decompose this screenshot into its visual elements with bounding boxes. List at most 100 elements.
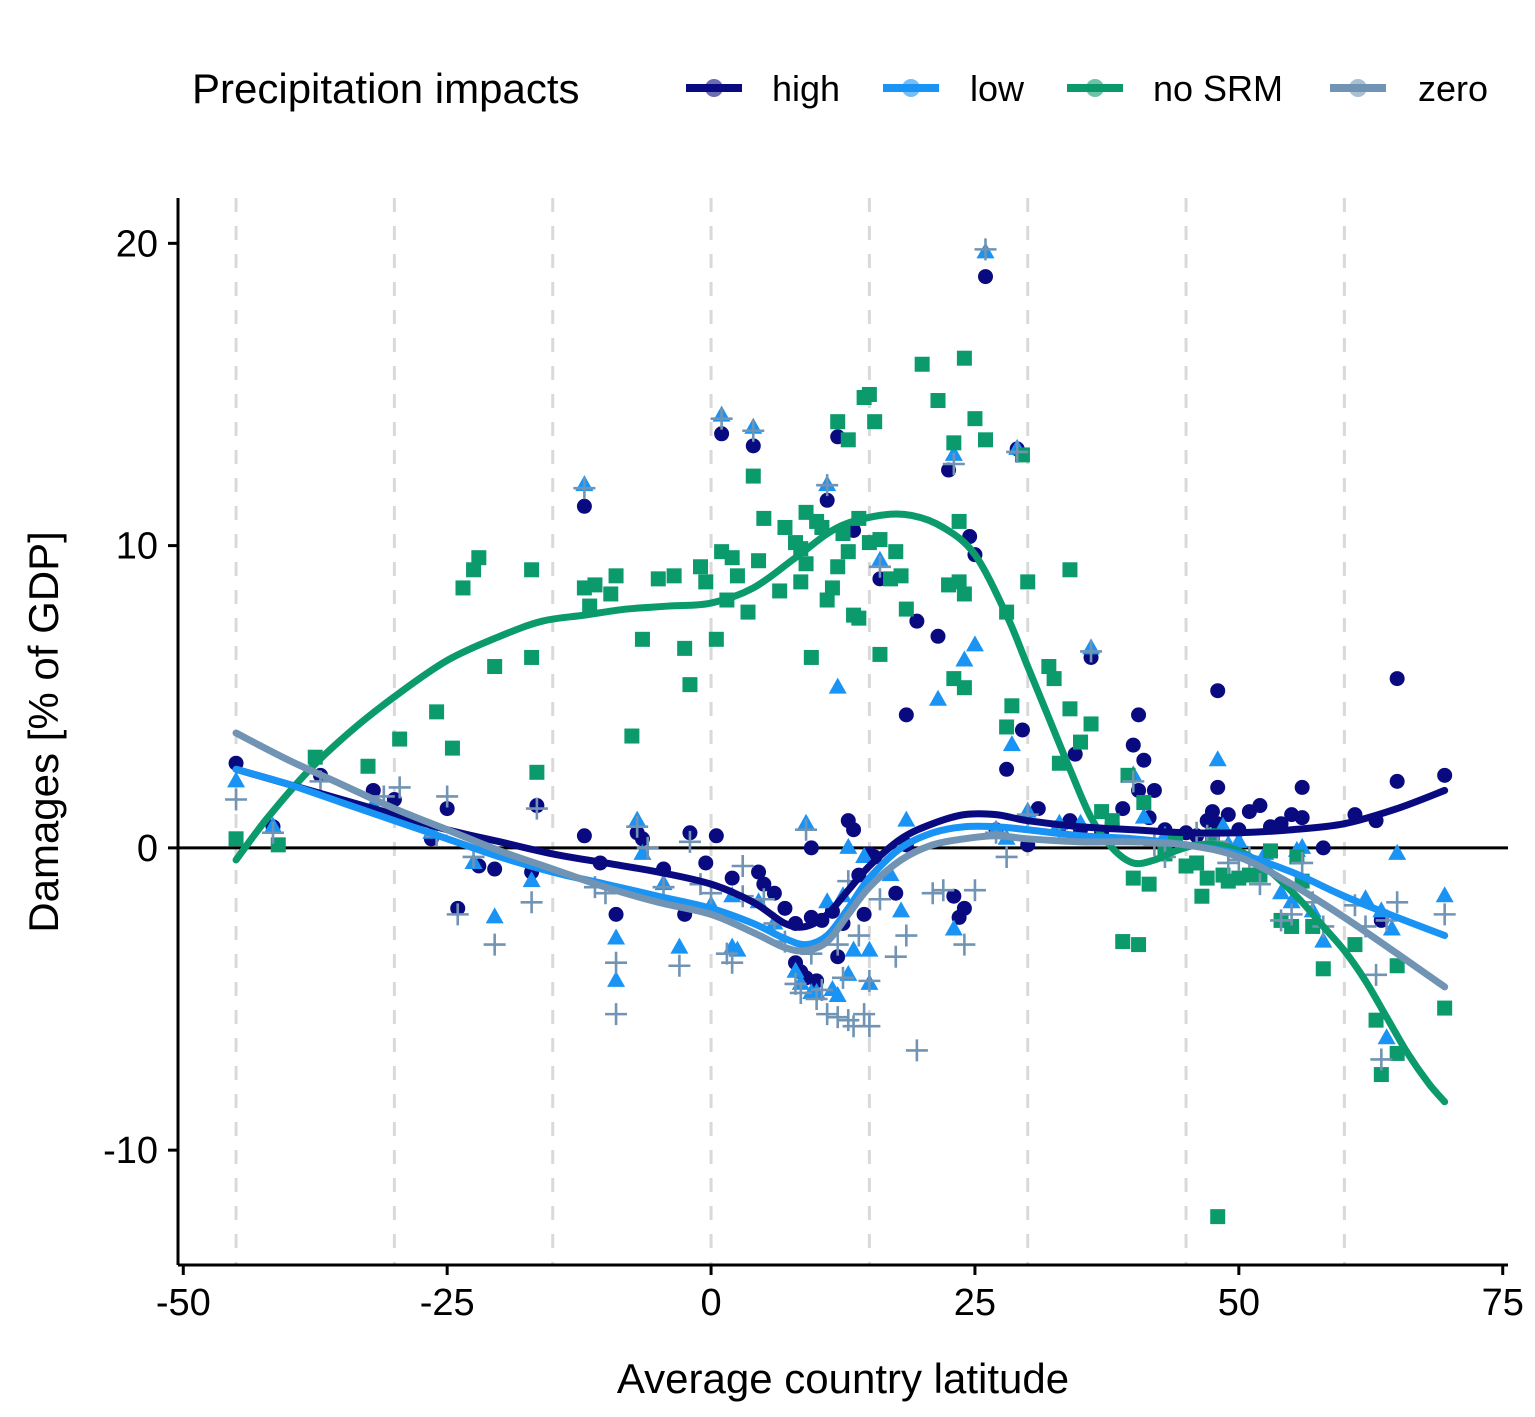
point-no-srm [803,649,819,665]
x-tick-label: 25 [954,1282,996,1324]
point-no-srm [872,532,888,548]
point-high [1437,767,1453,783]
point-no-srm [1289,849,1305,865]
smooth-line-no-srm [232,510,1449,1106]
point-zero [483,933,506,956]
point-low [944,444,963,461]
point-high [1220,807,1236,823]
point-high [846,822,862,838]
point-no-srm [1073,734,1088,750]
point-low [1134,807,1153,824]
point-no-srm [603,586,619,602]
legend-entry-zero: zero [1330,68,1488,109]
point-high [698,855,714,871]
point-low [1388,843,1407,860]
point-zero [932,879,955,902]
point-low [892,901,911,918]
point-no-srm [867,414,883,430]
point-no-srm [777,519,793,535]
point-low [607,970,626,987]
point-high [708,828,724,844]
point-high [1389,671,1405,687]
legend-label-high: high [772,68,840,109]
point-no-srm [634,631,650,647]
point-zero [868,888,891,911]
point-no-srm [1062,562,1078,578]
legend-entry-no-srm: no SRM [1067,68,1283,109]
point-low [965,635,984,652]
point-no-srm [1368,1012,1384,1028]
legend-title: Precipitation impacts [192,65,580,112]
point-low [1272,883,1291,900]
point-no-srm [228,831,244,847]
point-no-srm [898,601,914,617]
point-zero [626,815,649,838]
point-zero [995,845,1018,868]
point-low [1229,831,1248,848]
x-tick-label: 0 [700,1282,721,1324]
point-zero [905,1039,928,1062]
point-high [898,707,914,723]
point-no-srm [1210,1209,1226,1225]
point-low [828,985,847,1002]
point-no-srm [529,764,545,780]
point-high [1389,773,1405,789]
point-no-srm [861,386,877,402]
point-high [1210,779,1226,795]
point-no-srm [824,580,840,596]
point-zero [262,821,284,844]
point-high [608,906,624,922]
point-high [1294,779,1310,795]
y-tick-label: 0 [137,828,158,870]
point-zero [805,988,828,1011]
point-no-srm [751,553,767,569]
point-high [978,269,993,285]
axes: -50 -25 0 25 50 75 -10 0 10 20 [103,198,1524,1324]
point-zero [446,903,469,926]
smooth-line-zero [232,729,1449,991]
point-low [786,961,805,978]
point-no-srm [840,544,856,560]
smooth-line-high [232,765,1449,931]
point-no-srm [708,631,724,647]
point-high [724,870,740,886]
x-axis-title: Average country latitude [617,1355,1069,1402]
point-high [1315,840,1331,856]
point-high [888,885,904,901]
point-zero [1370,1048,1393,1071]
point-no-srm [650,571,666,587]
point-zero [784,972,807,995]
point-no-srm [487,659,503,675]
point-zero [520,891,543,914]
point-no-srm [582,598,598,614]
point-high [1252,798,1268,814]
point-no-srm [455,580,471,596]
point-zero [884,945,907,968]
point-no-srm [956,680,972,696]
point-high [956,900,972,916]
point-high [941,462,957,478]
point-no-srm [1199,870,1215,886]
point-no-srm [666,568,682,584]
legend-key-point-low [902,79,920,97]
point-no-srm [624,728,640,744]
point-no-srm [524,649,540,665]
point-low [1314,931,1333,948]
point-high [1210,683,1226,699]
point-low [881,865,900,882]
point-low [897,810,916,827]
point-low [227,771,246,788]
point-zero [436,785,459,808]
point-high [1115,801,1131,817]
point-high [714,426,730,442]
point-no-srm [698,574,714,590]
point-no-srm [793,574,809,590]
point-zero [826,933,849,956]
smooth-lines [232,510,1449,1106]
point-no-srm [951,513,967,529]
point-no-srm [1131,937,1147,953]
point-zero [974,238,997,261]
point-no-srm [756,510,772,526]
point-no-srm [392,731,408,747]
